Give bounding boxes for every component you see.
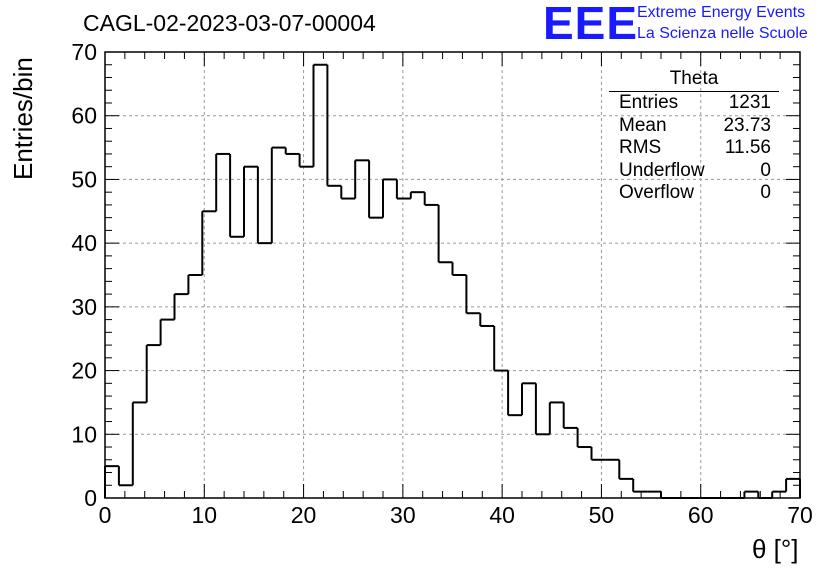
y-tick-label: 0 — [84, 485, 97, 511]
x-tick-label: 30 — [390, 502, 416, 528]
logo-subtitle-line1: Extreme Energy Events — [637, 4, 806, 21]
stats-label: Underflow — [619, 159, 705, 181]
axis-tick-labels: 0 10 20 30 40 50 60 70 0 10 20 30 40 50 60 70 — [71, 39, 812, 528]
y-axis-label: Entries/bin — [8, 57, 38, 180]
x-tick-label: 20 — [291, 502, 317, 528]
x-tick-label: 50 — [589, 502, 615, 528]
axis-ticks — [104, 51, 801, 499]
stats-value: 11.56 — [724, 137, 771, 158]
stats-title: Theta — [609, 68, 779, 92]
x-tick-label: 40 — [489, 502, 515, 528]
stats-value: 0 — [760, 159, 771, 181]
stats-value: 1231 — [728, 92, 771, 113]
stats-row-overflow: Overflow 0 — [609, 182, 779, 205]
stats-label: Entries — [619, 92, 679, 113]
stats-value: 0 — [760, 182, 771, 203]
x-tick-label: 10 — [191, 502, 217, 528]
run-title: CAGL-02-2023-03-07-00004 — [83, 10, 376, 36]
stats-value: 23.73 — [723, 114, 771, 136]
stats-label: Overflow — [619, 182, 694, 203]
histogram-series — [104, 63, 801, 499]
y-tick-label: 50 — [71, 166, 97, 192]
stats-row-entries: Entries 1231 — [609, 92, 779, 115]
logo-subtitle-line2: La Scienza nelle Scuole — [637, 25, 808, 42]
stats-row-rms: RMS 11.56 — [609, 137, 779, 160]
x-tick-label: 60 — [688, 502, 714, 528]
plot-frame — [104, 51, 801, 499]
eee-logo: EEE — [543, 0, 639, 49]
stats-label: Mean — [619, 114, 667, 136]
stats-label: RMS — [619, 137, 662, 158]
grid-lines — [105, 52, 800, 498]
stats-row-mean: Mean 23.73 — [609, 115, 779, 138]
x-tick-label: 70 — [787, 502, 813, 528]
stats-row-underflow: Underflow 0 — [609, 160, 779, 183]
y-tick-label: 70 — [71, 39, 97, 65]
stats-box: Theta Entries 1231 Mean 23.73 RMS 11.56 … — [609, 68, 779, 205]
y-tick-label: 10 — [71, 421, 97, 447]
x-axis-label: θ [°] — [752, 534, 799, 564]
x-tick-label: 0 — [99, 502, 112, 528]
y-tick-label: 20 — [71, 358, 97, 384]
y-tick-label: 60 — [71, 103, 97, 129]
y-tick-label: 40 — [71, 230, 97, 256]
y-tick-label: 30 — [71, 294, 97, 320]
